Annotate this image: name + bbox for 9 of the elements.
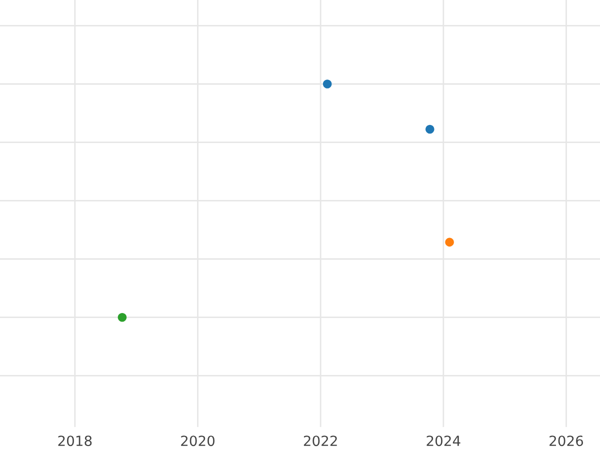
x-tick-label: 2018: [58, 436, 92, 446]
point: [118, 312, 127, 322]
x-tick-label: 2022: [304, 436, 337, 446]
point: [445, 238, 454, 247]
x-tick-label: 2024: [426, 436, 460, 446]
x-tick-label: 2020: [181, 436, 214, 446]
point: [425, 124, 434, 134]
x-tick-label: 2026: [550, 436, 584, 446]
point: [322, 80, 332, 88]
